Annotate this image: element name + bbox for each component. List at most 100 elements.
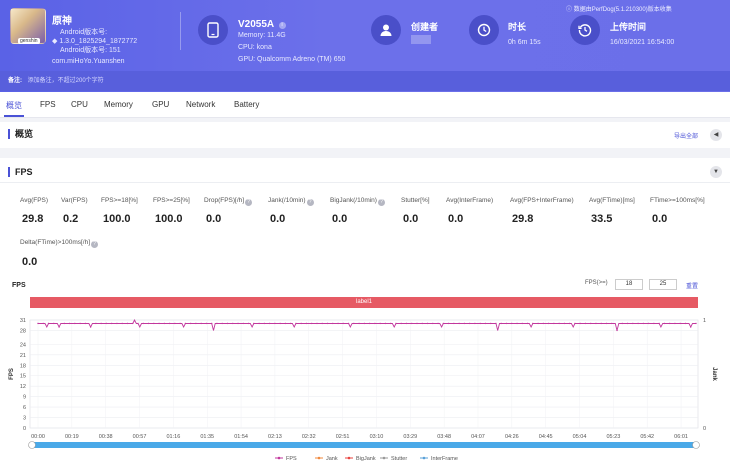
fps-point [279, 322, 281, 325]
help-icon[interactable]: ? [245, 199, 253, 206]
fps-point [684, 322, 687, 325]
zoom-slider-bar[interactable] [32, 442, 696, 448]
threshold-high-input[interactable]: 25 [649, 279, 677, 290]
stat-value-row1-9: 29.8 [512, 213, 534, 225]
x-tick-label: 00:38 [99, 434, 113, 440]
fps-point [232, 322, 234, 325]
help-icon[interactable]: ? [91, 241, 99, 248]
label-bar[interactable]: label1 [30, 297, 698, 308]
fps-point [500, 322, 502, 325]
export-all-link[interactable]: 导出全部 [674, 134, 699, 140]
fps-point [484, 322, 487, 325]
fps-point [274, 322, 276, 325]
fps-point [347, 322, 350, 325]
collapse-left-icon[interactable]: ◀ [710, 129, 722, 141]
remark-input[interactable]: 添加备注，不超过200个字符 [27, 78, 104, 84]
android-version-label: Android版本号: [60, 29, 108, 36]
tab-overview[interactable]: 概览 [6, 101, 22, 110]
y-tick-label: 24 [20, 342, 26, 348]
y-tick-label: 6 [23, 405, 26, 411]
fps-point [200, 322, 202, 325]
tab-memory[interactable]: Memory [104, 100, 133, 109]
section-tabs: 概览 FPS CPU Memory GPU Network Battery [0, 92, 730, 118]
help-icon[interactable]: ? [377, 199, 385, 206]
fps-point [116, 322, 118, 325]
legend-label-interframe[interactable]: InterFrame [431, 456, 458, 462]
stat-value-row1-5: 0.0 [270, 213, 286, 225]
fps-point [479, 322, 481, 325]
section-divider [0, 182, 730, 183]
fps-point [68, 322, 71, 325]
legend-marker [317, 456, 321, 460]
tab-cpu[interactable]: CPU [71, 100, 88, 109]
info-icon[interactable]: i [278, 22, 286, 29]
legend-label-bigjank[interactable]: BigJank [356, 456, 376, 462]
help-icon[interactable]: ? [306, 199, 314, 206]
tab-battery[interactable]: Battery [234, 100, 260, 109]
fps-point [137, 322, 139, 325]
tab-fps[interactable]: FPS [40, 100, 56, 109]
stat-label-row1-5: Jank(/10min)? [268, 197, 314, 206]
fps-point [458, 322, 460, 325]
fps-point [95, 322, 97, 325]
zoom-handle-right[interactable] [692, 441, 700, 449]
zoom-handle-left[interactable] [28, 441, 36, 449]
fps-point [142, 322, 144, 325]
legend-label-jank[interactable]: Jank [326, 456, 338, 462]
fps-point [521, 322, 523, 325]
x-tick-label: 04:26 [505, 434, 519, 440]
active-tab-indicator [4, 115, 24, 117]
fps-point [595, 322, 597, 325]
fps-point [132, 322, 134, 325]
stat-label-row1-1: Var(FPS) [61, 197, 88, 204]
fps-point [553, 322, 555, 325]
fps-point [158, 322, 160, 325]
app-version: ◆ 1.3.0_1825294_1872772 [52, 37, 137, 46]
fps-point [516, 322, 518, 325]
remark-label: 备注: [8, 78, 22, 84]
upload-label: 上传时间 [610, 22, 647, 32]
stat-label-text: FPS>=18[%] [101, 197, 138, 204]
fps-point [442, 322, 445, 325]
fps-point [405, 322, 408, 325]
stat-label-row1-0: Avg(FPS) [20, 197, 48, 204]
fps-point [563, 322, 566, 325]
duration-label: 时长 [508, 22, 527, 32]
tab-network[interactable]: Network [186, 100, 216, 109]
fps-point [558, 322, 560, 325]
fps-point [421, 322, 423, 325]
fps-point [605, 322, 608, 325]
fps-point [532, 322, 534, 325]
fps-point [284, 322, 287, 325]
legend-label-stutter[interactable]: Stutter [391, 456, 407, 462]
stat-label-text: Drop(FPS)[/h] [204, 197, 245, 204]
fps-point [305, 322, 308, 325]
fps-series-line [38, 318, 696, 331]
fps-point [674, 322, 676, 325]
reset-button[interactable]: 重置 [686, 284, 699, 290]
fps-point [616, 329, 618, 332]
remark-bar[interactable]: 备注: 添加备注，不超过200个字符 [0, 71, 730, 91]
legend-marker [277, 456, 281, 460]
fps-point [690, 326, 692, 328]
x-tick-label: 02:13 [268, 434, 282, 440]
tab-gpu[interactable]: GPU [152, 100, 170, 109]
fps-point [379, 322, 381, 325]
collapse-down-icon[interactable]: ▼ [710, 166, 722, 178]
fps-point [47, 322, 50, 325]
stat-label-row1-2: FPS>=18[%] [101, 197, 138, 204]
fps-point [195, 322, 197, 325]
fps-point [121, 322, 123, 325]
fps-point [211, 322, 213, 325]
device-cpu: CPU: kona [238, 44, 272, 51]
fps-point [389, 322, 392, 325]
legend-label-fps[interactable]: FPS [286, 456, 297, 462]
stat-label-row1-6: BigJank(/10min)? [330, 197, 385, 206]
fps-point [637, 322, 639, 325]
fps-point [168, 322, 171, 325]
x-tick-label: 06:01 [674, 434, 688, 440]
fps-point [647, 322, 650, 325]
fps-point [358, 322, 360, 325]
fps-point [326, 322, 329, 325]
threshold-low-input[interactable]: 18 [615, 279, 643, 290]
